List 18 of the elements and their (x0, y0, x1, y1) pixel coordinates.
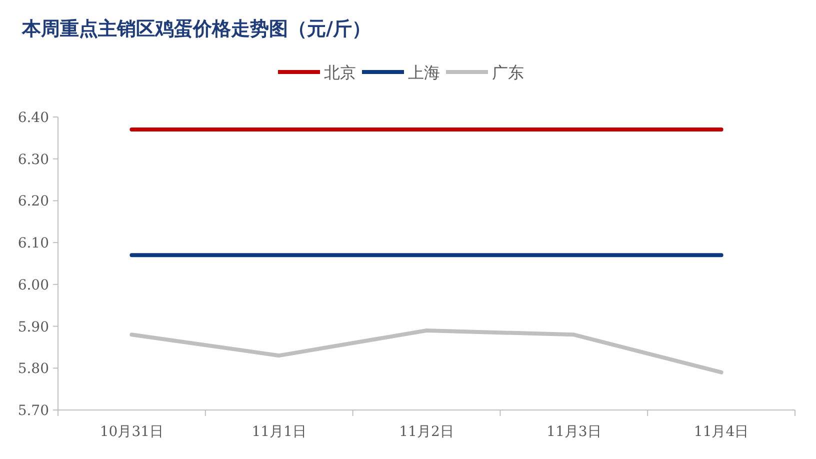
y-tick-label: 6.10 (18, 236, 49, 252)
y-tick-label: 6.00 (18, 277, 49, 294)
legend-label: 广东 (492, 63, 524, 82)
x-tick-label: 11月1日 (252, 424, 306, 440)
x-tick-label: 11月4日 (694, 424, 749, 440)
y-tick-label: 5.70 (18, 403, 49, 419)
y-tick-label: 6.40 (18, 110, 49, 126)
x-tick-label: 11月2日 (399, 424, 454, 440)
y-tick-label: 6.30 (18, 152, 49, 168)
y-tick-label: 5.90 (18, 319, 49, 336)
x-tick-label: 10月31日 (100, 424, 164, 440)
chart-title: 本周重点主销区鸡蛋价格走势图（元/斤） (21, 18, 371, 40)
y-tick-label: 6.20 (18, 194, 49, 210)
line-series (130, 328, 724, 374)
legend-label: 上海 (408, 63, 440, 82)
legend-label: 北京 (324, 63, 356, 82)
x-tick-label: 11月3日 (546, 424, 602, 440)
y-tick-label: 5.80 (18, 361, 49, 378)
